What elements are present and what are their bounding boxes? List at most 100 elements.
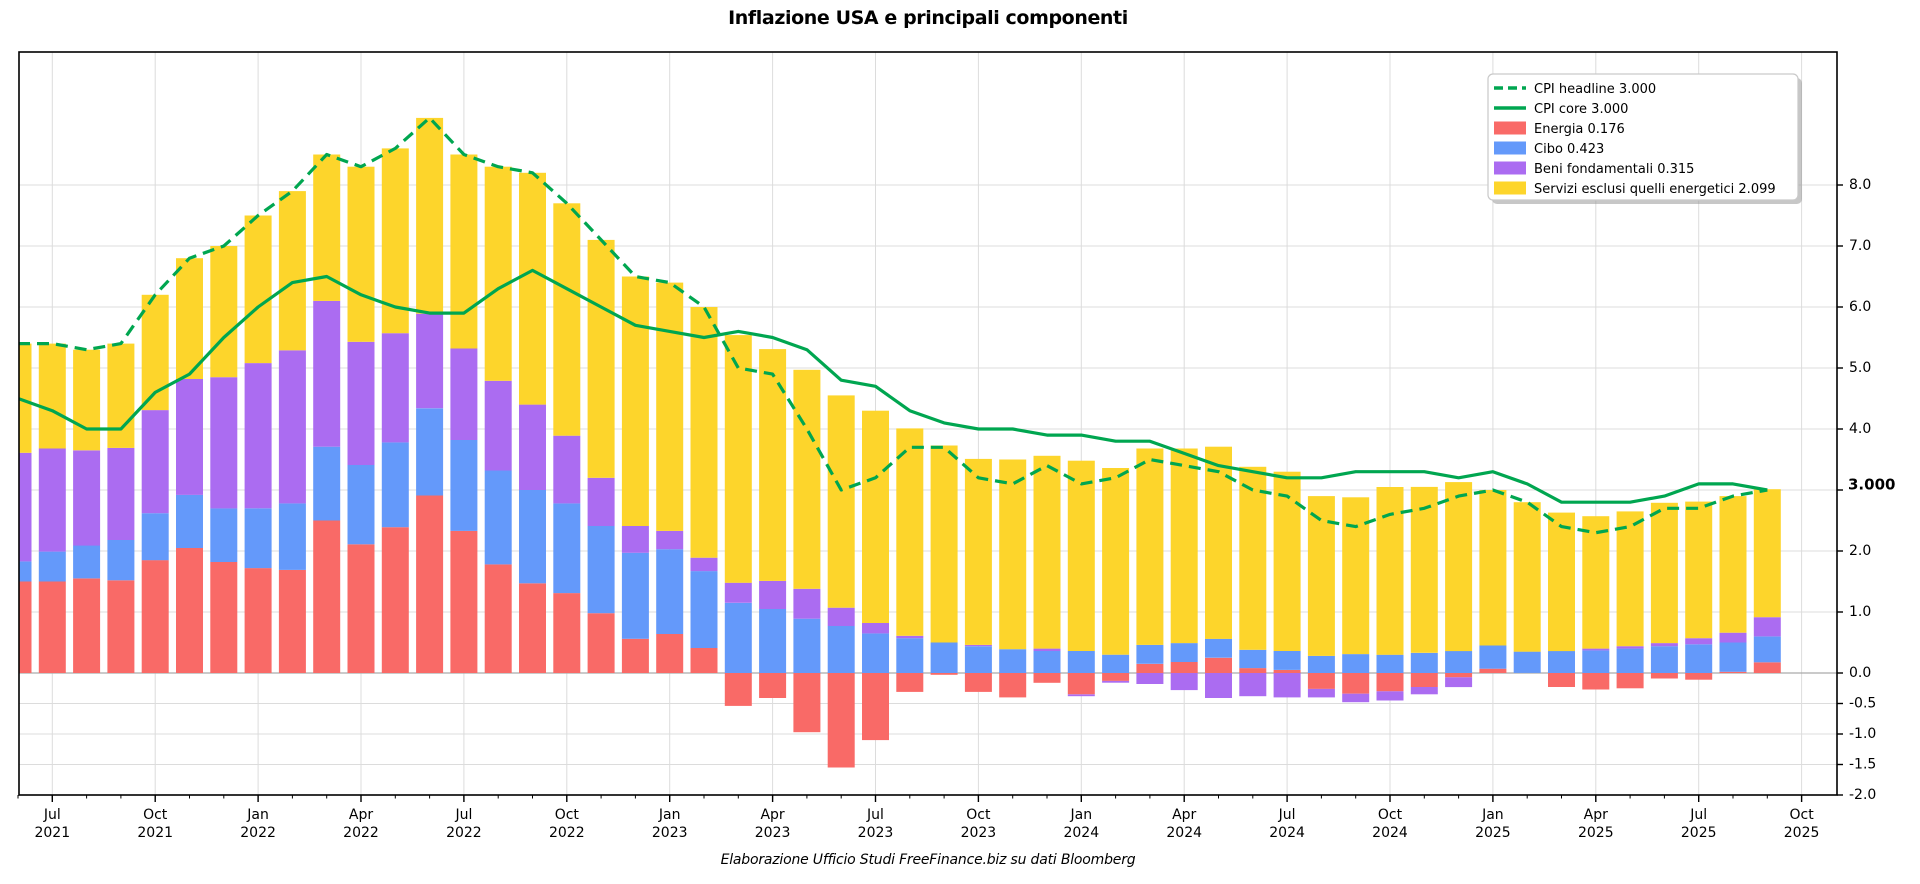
- bar-segment-cibo: [210, 508, 238, 562]
- bar-segment-servizi: [73, 349, 101, 451]
- x-tick-label-year: 2022: [446, 825, 482, 841]
- cpi-headline-line: [19, 116, 1768, 535]
- x-tick-label-month: Apr: [1172, 807, 1196, 823]
- x-tick-label-month: Jul: [1278, 807, 1296, 823]
- bar-segment-beni: [19, 452, 32, 562]
- bar-segment-servizi: [896, 428, 924, 636]
- bar-segment-energia: [1753, 662, 1781, 673]
- bar-segment-servizi: [1136, 448, 1164, 645]
- x-tick-label-year: 2021: [137, 825, 173, 841]
- bar-segment-servizi: [1067, 460, 1095, 651]
- bar-segment-servizi: [176, 258, 203, 379]
- bar-segment-energia: [1205, 657, 1232, 674]
- legend-item-label: Servizi esclusi quelli energetici 2.099: [1534, 182, 1776, 197]
- bar-segment-energia: [1445, 673, 1473, 678]
- bar-segment-energia: [1033, 673, 1061, 683]
- bar-segment-servizi: [244, 215, 272, 364]
- bar-segment-energia: [964, 673, 992, 692]
- y-tick-label: -1.5: [1849, 757, 1876, 773]
- bar-segment-servizi: [1342, 497, 1370, 655]
- x-tick-label-year: 2024: [1166, 825, 1202, 841]
- bar-segment-energia: [1719, 671, 1747, 673]
- bar-segment-servizi: [656, 282, 684, 531]
- bar-segment-servizi: [827, 395, 855, 608]
- bar-segment-beni: [313, 300, 341, 447]
- bar-segment-cibo: [690, 571, 718, 648]
- bar-segment-beni: [416, 313, 444, 409]
- bar-segment-beni: [1102, 680, 1130, 683]
- x-tick-label-year: 2021: [34, 825, 70, 841]
- bar-segment-beni: [1410, 687, 1438, 695]
- bar-segment-energia: [587, 613, 615, 673]
- bar-segment-servizi: [107, 343, 135, 448]
- y-tick-label: 1.0: [1849, 604, 1871, 620]
- bar-segment-beni: [484, 380, 512, 471]
- bar-segment-servizi: [1376, 487, 1404, 655]
- bar-segment-beni: [1239, 673, 1267, 697]
- legend-swatch-patch: [1494, 161, 1526, 175]
- bar-segment-energia: [862, 673, 889, 741]
- plot-border: [18, 51, 1838, 796]
- bar-segment-energia: [999, 673, 1027, 698]
- bar-segment-servizi: [1685, 501, 1713, 639]
- bar-segment-cibo: [759, 609, 787, 673]
- x-tick-label-year: 2023: [961, 825, 997, 841]
- bar-segment-cibo: [1616, 648, 1644, 673]
- bar-segment-servizi: [278, 191, 306, 351]
- x-tick-label-year: 2023: [858, 825, 894, 841]
- bar-segment-beni: [587, 477, 615, 526]
- bar-segment-servizi: [450, 154, 478, 349]
- bar-segment-cibo: [1582, 650, 1610, 673]
- bar-segment-energia: [621, 638, 649, 673]
- bar-segment-beni: [793, 588, 821, 619]
- bar-segment-energia: [484, 564, 512, 673]
- bar-segment-servizi: [1753, 489, 1781, 618]
- bar-segment-energia: [896, 673, 924, 692]
- x-tick-label-year: 2023: [652, 825, 688, 841]
- bar-segment-cibo: [1753, 636, 1781, 663]
- bar-segment-beni: [347, 341, 375, 465]
- bar-segment-cibo: [793, 618, 821, 673]
- bar-segment-cibo: [587, 526, 615, 614]
- bar-segment-servizi: [1616, 511, 1644, 647]
- y-tick-label: 5.0: [1849, 360, 1871, 376]
- bar-segment-energia: [1410, 673, 1438, 687]
- bar-segment-beni: [278, 350, 306, 504]
- bar-segment-beni: [1445, 677, 1473, 688]
- bar-segment-cibo: [73, 545, 101, 579]
- bar-segment-beni: [1170, 673, 1198, 691]
- bar-segment-servizi: [1102, 468, 1130, 655]
- x-tick-label-year: 2022: [240, 825, 276, 841]
- bar-segment-energia: [1342, 673, 1370, 694]
- bar-segment-cibo: [347, 465, 375, 545]
- bar-segment-servizi: [1479, 490, 1507, 646]
- bar-segment-beni: [1753, 617, 1781, 637]
- x-tick-label-month: Apr: [760, 807, 784, 823]
- x-tick-label-month: Oct: [143, 807, 168, 823]
- x-tick-label-year: 2025: [1681, 825, 1717, 841]
- bars-layer: [19, 117, 1781, 768]
- bar-segment-beni: [1136, 673, 1164, 684]
- chart-title: Inflazione USA e principali componenti: [728, 7, 1128, 29]
- bar-segment-beni: [73, 450, 101, 546]
- bar-segment-beni: [553, 435, 581, 504]
- y-tick-label: 0.0: [1849, 665, 1871, 681]
- bar-segment-cibo: [621, 552, 649, 639]
- bar-segment-beni: [1205, 673, 1232, 698]
- bar-segment-energia: [381, 527, 409, 673]
- bar-segment-servizi: [1273, 471, 1301, 651]
- bar-segment-energia: [690, 648, 718, 673]
- bar-segment-beni: [381, 333, 409, 443]
- bar-segment-energia: [1376, 673, 1404, 692]
- bar-segment-energia: [1582, 673, 1610, 690]
- bar-segment-servizi: [38, 343, 66, 449]
- bar-segment-cibo: [1067, 651, 1095, 673]
- bar-segment-cibo: [1033, 651, 1061, 673]
- legend-item-label: Beni fondamentali 0.315: [1534, 162, 1694, 177]
- bar-segment-energia: [141, 560, 169, 673]
- bar-segment-servizi: [1719, 496, 1747, 633]
- bar-segment-servizi: [1205, 446, 1232, 639]
- bar-segment-energia: [1067, 673, 1095, 695]
- bar-segment-servizi: [19, 343, 32, 453]
